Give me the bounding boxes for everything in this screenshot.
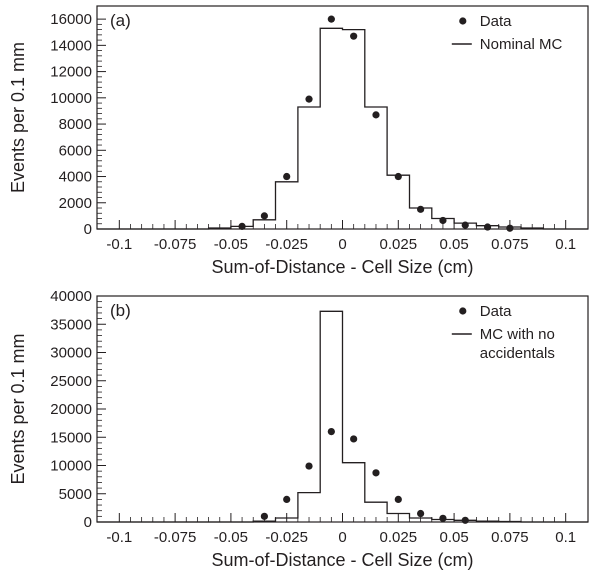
x-tick-label: 0 bbox=[338, 529, 346, 546]
panel-label: (a) bbox=[110, 11, 131, 30]
y-tick-label: 10000 bbox=[50, 458, 92, 475]
x-tick-label: 0.075 bbox=[491, 529, 529, 546]
x-tick-label: -0.025 bbox=[265, 236, 308, 253]
legend-marker-data bbox=[459, 17, 467, 25]
x-tick-label: -0.025 bbox=[265, 529, 308, 546]
x-tick-label: 0.075 bbox=[491, 236, 529, 253]
data-point bbox=[483, 223, 492, 231]
x-tick-label: -0.05 bbox=[214, 529, 248, 546]
y-tick-label: 25000 bbox=[50, 373, 92, 390]
y-axis-label: Events per 0.1 mm bbox=[8, 42, 28, 193]
y-tick-label: 12000 bbox=[50, 64, 92, 81]
y-tick-label: 2000 bbox=[59, 195, 92, 212]
data-point bbox=[417, 509, 425, 518]
y-tick-label: 0 bbox=[84, 514, 92, 531]
legend-label: Data bbox=[480, 303, 512, 320]
y-axis-label: Events per 0.1 mm bbox=[8, 333, 28, 484]
panel-label: (b) bbox=[110, 301, 131, 320]
data-point bbox=[327, 15, 335, 23]
data-point bbox=[506, 224, 514, 232]
data-point bbox=[394, 172, 402, 181]
y-tick-label: 20000 bbox=[50, 401, 92, 418]
y-tick-label: 40000 bbox=[50, 288, 92, 305]
y-tick-label: 15000 bbox=[50, 429, 92, 446]
data-point bbox=[260, 212, 268, 220]
y-tick-label: 35000 bbox=[50, 316, 92, 333]
y-tick-label: 5000 bbox=[59, 486, 92, 503]
legend-label: Data bbox=[480, 13, 512, 30]
panel-a: 0 2000 4000 6000 8000 10000 12000 14000 16000 -0.… bbox=[8, 5, 589, 277]
x-tick-label: 0.05 bbox=[439, 236, 468, 253]
data-point bbox=[327, 428, 335, 436]
data-point bbox=[350, 435, 358, 443]
y-tick-label: 4000 bbox=[59, 169, 92, 186]
legend-marker-data bbox=[459, 307, 467, 315]
y-tick-label: 16000 bbox=[50, 11, 92, 28]
data-point bbox=[372, 469, 380, 477]
mc-histogram-line bbox=[97, 27, 588, 230]
x-tick-label: 0.025 bbox=[380, 236, 418, 253]
data-point bbox=[439, 514, 447, 522]
data-point bbox=[394, 495, 402, 503]
x-tick-label: -0.05 bbox=[214, 236, 248, 253]
legend-label: accidentals bbox=[480, 345, 555, 362]
legend-label: Nominal MC bbox=[480, 36, 563, 53]
data-point bbox=[283, 495, 291, 503]
y-tick-label: 10000 bbox=[50, 90, 92, 107]
data-point bbox=[283, 172, 291, 181]
x-tick-label: 0.05 bbox=[439, 529, 468, 546]
x-tick-label: -0.075 bbox=[154, 529, 197, 546]
data-point bbox=[305, 95, 313, 103]
x-tick-label: -0.075 bbox=[154, 236, 197, 253]
data-point bbox=[305, 462, 313, 470]
x-axis-label: Sum-of-Distance - Cell Size (cm) bbox=[211, 550, 473, 570]
data-point bbox=[417, 205, 425, 213]
x-tick-label: 0.1 bbox=[555, 236, 576, 253]
x-tick-label: 0.1 bbox=[555, 529, 576, 546]
data-point bbox=[260, 512, 268, 520]
x-tick-label: -0.1 bbox=[106, 529, 132, 546]
panel-b: 0 5000 10000 15000 20000 25000 30000 35000 40000… bbox=[8, 288, 589, 570]
data-point bbox=[350, 32, 358, 40]
x-tick-label: -0.1 bbox=[106, 236, 132, 253]
x-tick-label: 0.025 bbox=[380, 529, 418, 546]
mc-histogram-line bbox=[97, 310, 588, 523]
data-point bbox=[372, 111, 380, 119]
y-tick-label: 14000 bbox=[50, 37, 92, 54]
y-tick-label: 8000 bbox=[59, 116, 92, 133]
y-tick-label: 30000 bbox=[50, 345, 92, 362]
legend-label: MC with no bbox=[480, 326, 555, 343]
x-tick-label: 0 bbox=[338, 236, 346, 253]
y-tick-label: 0 bbox=[84, 221, 92, 238]
y-tick-label: 6000 bbox=[59, 142, 92, 159]
x-axis-label: Sum-of-Distance - Cell Size (cm) bbox=[211, 257, 473, 277]
